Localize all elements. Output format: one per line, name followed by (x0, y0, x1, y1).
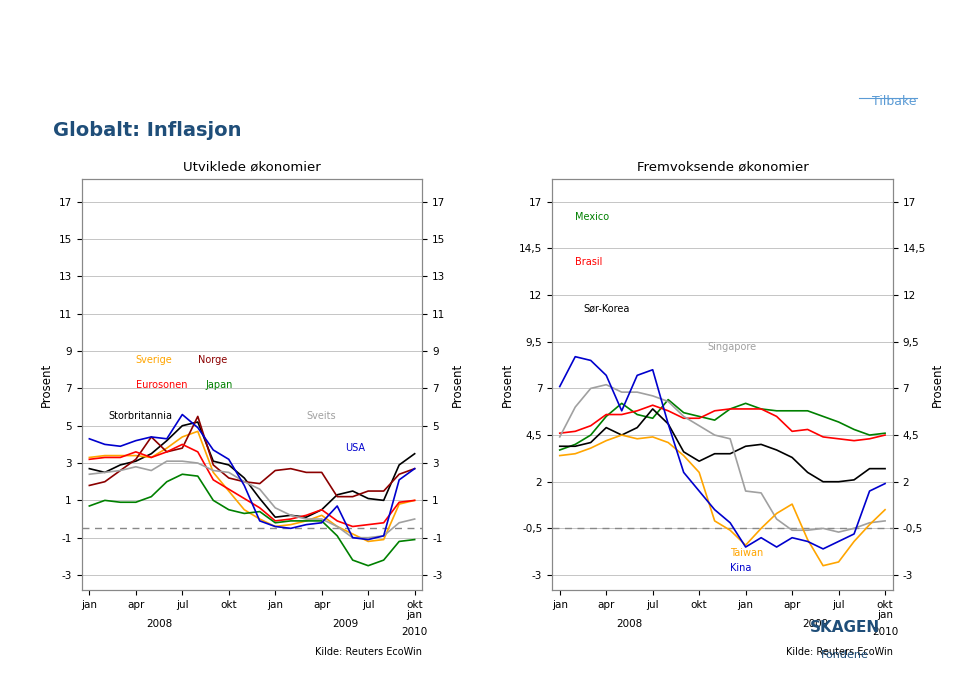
Text: Storbritannia: Storbritannia (108, 411, 172, 422)
Text: 2010: 2010 (872, 627, 899, 637)
Text: Norge: Norge (198, 355, 227, 366)
Y-axis label: Prosent: Prosent (40, 362, 53, 407)
Text: jan: jan (877, 610, 893, 620)
Text: Sør-Korea: Sør-Korea (583, 303, 630, 313)
Text: Globalt: Inflasjon: Globalt: Inflasjon (53, 121, 241, 140)
Text: 2009: 2009 (332, 619, 358, 629)
Text: Kilde: Reuters EcoWin: Kilde: Reuters EcoWin (316, 647, 422, 658)
Text: Japan: Japan (205, 380, 233, 390)
Polygon shape (0, 0, 960, 79)
Text: USA: USA (345, 443, 365, 453)
Title: Utviklede økonomier: Utviklede økonomier (183, 161, 321, 174)
Text: SKAGEN: SKAGEN (809, 620, 880, 635)
Text: jan: jan (407, 610, 422, 620)
Text: 2009: 2009 (803, 619, 828, 629)
Title: Fremvoksende økonomier: Fremvoksende økonomier (636, 161, 808, 174)
Text: Taiwan: Taiwan (731, 548, 763, 558)
Y-axis label: Prosent: Prosent (500, 362, 514, 407)
Text: Eurosonen: Eurosonen (135, 380, 187, 390)
Text: Singapore: Singapore (707, 342, 756, 353)
Y-axis label: Prosent: Prosent (451, 362, 464, 407)
Text: 2010: 2010 (401, 627, 428, 637)
Text: 2008: 2008 (146, 619, 172, 629)
Text: Kina: Kina (731, 562, 752, 573)
Text: Tilbake: Tilbake (873, 95, 917, 108)
Text: Fondene: Fondene (821, 651, 869, 660)
Y-axis label: Prosent: Prosent (931, 362, 945, 407)
Text: Sverige: Sverige (135, 355, 173, 366)
Text: Sveits: Sveits (306, 411, 336, 422)
Text: Brasil: Brasil (575, 257, 603, 266)
Text: 2008: 2008 (616, 619, 642, 629)
Text: Mexico: Mexico (575, 212, 610, 221)
Text: Kilde: Reuters EcoWin: Kilde: Reuters EcoWin (786, 647, 893, 658)
